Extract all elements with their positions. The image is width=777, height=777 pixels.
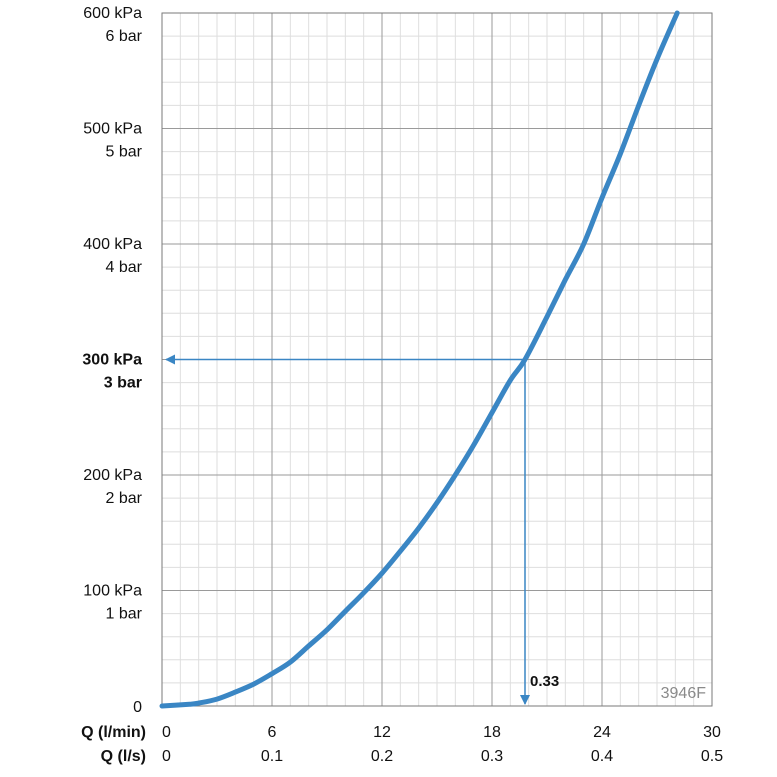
x-tick-label-ls: 0.2	[371, 748, 393, 765]
x-axis-title-primary: Q (l/min)	[81, 724, 146, 741]
y-tick-label-bar: 1 bar	[106, 606, 143, 623]
y-tick-label-kpa: 300 kPa	[82, 352, 142, 369]
x-tick-label-ls: 0	[162, 748, 171, 765]
pressure-loss-curve	[159, 10, 680, 709]
x-tick-label-ls: 0.4	[591, 748, 613, 765]
y-tick-label-kpa: 200 kPa	[83, 467, 142, 484]
y-tick-label-kpa: 100 kPa	[83, 583, 142, 600]
reference-arrows	[165, 354, 530, 705]
y-tick-label: 0	[133, 699, 142, 716]
plot-frame	[161, 12, 713, 707]
x-axis-title-secondary: Q (l/s)	[101, 748, 146, 765]
x-axis-labels: 0 6 12 18 24 30 0 0.1 0.2 0.3 0.4 0.5	[162, 724, 723, 765]
y-tick-label-bar: 4 bar	[106, 259, 143, 276]
y-tick-label-bar: 3 bar	[104, 375, 142, 392]
y-tick-label-kpa: 400 kPa	[83, 236, 142, 253]
x-tick-label-lmin: 24	[593, 724, 611, 741]
x-tick-label-ls: 0.1	[261, 748, 283, 765]
x-tick-label-ls: 0.5	[701, 748, 723, 765]
x-tick-label-lmin: 0	[162, 724, 171, 741]
figure-code-watermark: 3946F	[661, 685, 707, 702]
y-tick-label-bar: 6 bar	[106, 28, 143, 45]
flow-annotation-label: 0.33	[530, 673, 559, 690]
x-tick-label-lmin: 18	[483, 724, 501, 741]
x-tick-label-lmin: 30	[703, 724, 721, 741]
y-tick-label-kpa: 600 kPa	[83, 5, 142, 22]
x-tick-label-lmin: 12	[373, 724, 391, 741]
y-tick-label-bar: 2 bar	[106, 490, 143, 507]
x-tick-label-lmin: 6	[268, 724, 277, 741]
y-axis-labels: 0 100 kPa 1 bar 200 kPa 2 bar 300 kPa 3 bar 400…	[82, 5, 142, 716]
y-tick-label-kpa: 500 kPa	[83, 121, 142, 138]
x-tick-label-ls: 0.3	[481, 748, 503, 765]
y-tick-label-bar: 5 bar	[106, 144, 143, 161]
